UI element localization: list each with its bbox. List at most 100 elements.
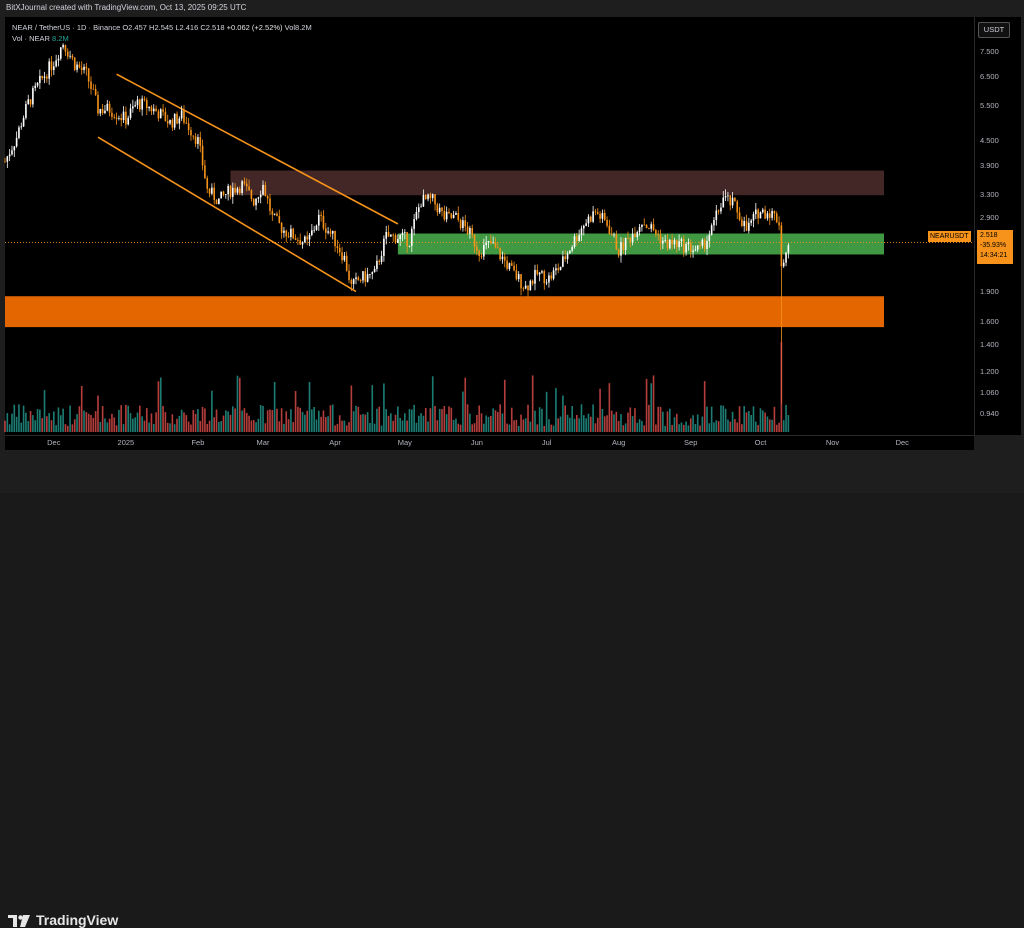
- volume-bar: [162, 405, 164, 432]
- volume-bar: [455, 418, 457, 432]
- volume-bar: [120, 405, 123, 432]
- channel-lower-line: [97, 136, 357, 293]
- candle-body: [741, 219, 743, 227]
- candle-body: [171, 119, 174, 128]
- volume-bar: [155, 412, 157, 432]
- volume-bar: [125, 404, 127, 432]
- price-tick-label: 1.600: [980, 316, 999, 326]
- volume-bar: [101, 406, 104, 432]
- volume-bar: [229, 414, 232, 432]
- volume-bar: [355, 405, 357, 432]
- legend-symbol[interactable]: NEAR / TetherUS · 1D · Binance: [12, 23, 121, 32]
- volume-bar: [39, 409, 41, 432]
- volume-bar: [301, 411, 304, 432]
- volume-bar: [485, 415, 487, 432]
- volume-bar: [108, 418, 111, 432]
- time-tick-label: May: [397, 438, 412, 447]
- candle-body: [631, 233, 634, 243]
- volume-bar: [771, 419, 773, 432]
- candle-body: [641, 224, 643, 228]
- volume-bar: [118, 409, 120, 432]
- candle-body: [264, 184, 267, 197]
- candle-body: [485, 242, 487, 246]
- candle-body: [34, 85, 37, 89]
- candlestick-chart[interactable]: [0, 0, 1024, 450]
- candle-body: [750, 220, 752, 223]
- volume-bar: [506, 423, 508, 432]
- currency-button[interactable]: USDT: [978, 22, 1010, 38]
- candle-body: [11, 150, 13, 155]
- time-axis[interactable]: [5, 435, 974, 451]
- candle-body: [689, 242, 692, 253]
- chart-pane[interactable]: [5, 17, 974, 435]
- candle-body: [71, 55, 74, 58]
- volume-bar: [420, 413, 422, 432]
- price-tick-label: 2.900: [980, 212, 999, 222]
- candle-body: [387, 232, 390, 237]
- candle-body: [757, 209, 759, 219]
- candle-body: [436, 204, 439, 213]
- volume-bar: [757, 425, 759, 432]
- legend-close: C2.518: [200, 23, 225, 32]
- volume-bar: [445, 414, 448, 432]
- volume-bar: [141, 416, 143, 432]
- candle-body: [652, 224, 655, 231]
- volume-bar: [345, 425, 348, 432]
- tradingview-logo[interactable]: TradingView: [8, 912, 118, 928]
- volume-bar: [515, 419, 518, 432]
- volume-bar: [234, 408, 236, 432]
- candle-body: [771, 210, 773, 218]
- volume-bar: [53, 411, 55, 432]
- volume-bar: [376, 408, 378, 432]
- candle-body: [768, 213, 771, 218]
- volume-bar: [69, 405, 71, 432]
- candle-body: [87, 68, 90, 82]
- header-bar: BitXJournal created with TradingView.com…: [0, 0, 1024, 16]
- volume-bar: [104, 418, 106, 432]
- volume-bar: [220, 421, 222, 432]
- volume-bar: [766, 416, 769, 432]
- candle-body: [315, 225, 318, 230]
- volume-bar: [187, 421, 190, 432]
- volume-bar: [517, 425, 520, 432]
- candle-body: [192, 135, 195, 137]
- volume-bar: [787, 415, 790, 432]
- volume-bar: [692, 415, 694, 432]
- volume-legend-label[interactable]: Vol · NEAR: [12, 34, 50, 43]
- candle-body: [218, 198, 220, 205]
- candle-body: [271, 211, 274, 215]
- volume-bar: [464, 377, 467, 432]
- legend-low: L2.416: [175, 23, 199, 32]
- volume-bar: [634, 408, 636, 432]
- volume-bar: [652, 375, 655, 432]
- volume-bar: [589, 416, 592, 432]
- volume-bar: [132, 418, 134, 432]
- candle-body: [608, 225, 611, 234]
- time-tick-label: Dec: [47, 438, 61, 447]
- candle-body: [650, 224, 653, 229]
- volume-bar: [383, 383, 385, 432]
- volume-bar: [408, 409, 411, 432]
- candle-body: [459, 219, 462, 229]
- zone-resistance: [230, 170, 884, 196]
- candle-body: [120, 117, 123, 121]
- last-price-value: 2.518: [980, 232, 998, 239]
- volume-bar: [503, 379, 506, 432]
- candle-body: [727, 195, 729, 197]
- volume-bar: [636, 422, 639, 432]
- candle-body: [599, 213, 601, 219]
- volume-bar: [206, 423, 209, 432]
- price-tick-label: 1.900: [980, 286, 999, 296]
- candle-body: [320, 214, 322, 216]
- price-tick-label: 1.060: [980, 388, 999, 398]
- volume-bar: [185, 415, 188, 432]
- volume-bar: [183, 412, 185, 432]
- volume-bar: [682, 424, 685, 432]
- candle-body: [266, 196, 269, 199]
- volume-bar: [215, 409, 218, 432]
- candle-body: [69, 55, 71, 57]
- volume-bar: [450, 407, 453, 432]
- price-axis[interactable]: [974, 17, 1021, 435]
- candle-body: [148, 106, 150, 109]
- candle-body: [701, 239, 704, 246]
